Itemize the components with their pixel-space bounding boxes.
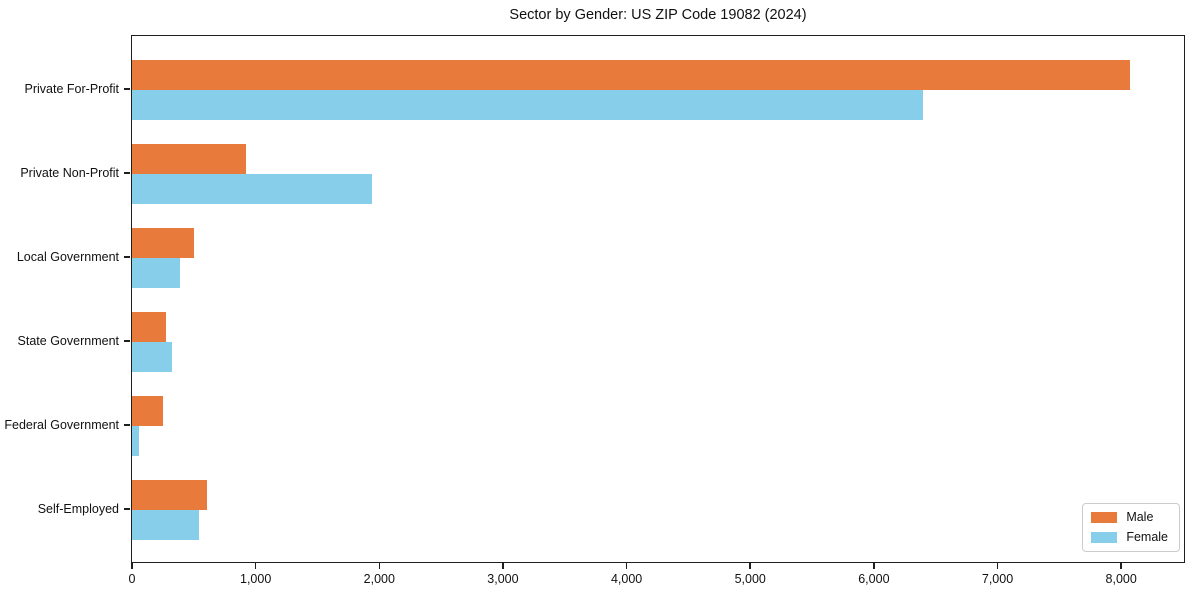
y-tick-label: Private Non-Profit: [20, 166, 119, 180]
y-tick-label: State Government: [17, 334, 119, 348]
bar-female-1: [132, 90, 924, 120]
legend-swatch-male: [1091, 512, 1118, 523]
bar-male-1: [132, 60, 1130, 90]
x-tick: [996, 563, 999, 569]
x-tick: [502, 563, 504, 569]
legend-label-male: Male: [1126, 510, 1154, 524]
x-tick-label: 6,000: [858, 572, 890, 586]
x-tick: [1120, 563, 1122, 569]
x-tick-label: 2,000: [363, 572, 395, 586]
bar-female-2: [132, 174, 372, 204]
x-tick-label: 0: [128, 572, 136, 586]
x-tick-label: 3,000: [487, 572, 519, 586]
y-tick: [124, 424, 130, 426]
y-axis: Private For-Profit Private Non-Profit Loca…: [0, 35, 131, 563]
x-axis: 0 1,000 2,000 3,000 4,000 5,000 6,000 7,000 8,00…: [129, 563, 1186, 597]
bar-male-6: [132, 480, 207, 510]
x-tick: [131, 563, 133, 569]
plot-area: Male Female: [131, 35, 1185, 563]
chart-title: Sector by Gender: US ZIP Code 19082 (202…: [509, 7, 807, 23]
x-tick: [254, 563, 257, 569]
bar-female-6: [132, 510, 199, 540]
bar-female-4: [132, 342, 172, 372]
y-tick: [124, 256, 130, 258]
x-tick-label: 1,000: [240, 572, 272, 586]
x-tick-label: 4,000: [610, 572, 643, 586]
bar-male-4: [132, 312, 166, 342]
legend-label-female: Female: [1126, 530, 1168, 544]
x-tick-label: 8,000: [1105, 572, 1137, 586]
y-tick: [124, 88, 130, 90]
x-tick: [625, 563, 628, 569]
y-tick: [124, 340, 130, 342]
bar-female-3: [132, 258, 181, 288]
legend-entry-male: Male: [1091, 510, 1168, 525]
legend-entry-female: Female: [1091, 530, 1168, 545]
legend-swatch-female: [1091, 532, 1118, 543]
legend: Male Female: [1082, 503, 1180, 552]
bar-male-5: [132, 396, 163, 426]
y-tick: [124, 172, 130, 174]
x-tick: [749, 563, 751, 569]
y-tick-label: Private For-Profit: [24, 82, 119, 96]
bar-female-5: [132, 426, 140, 456]
x-tick-label: 5,000: [734, 572, 766, 586]
y-tick: [124, 508, 130, 510]
x-tick: [378, 563, 381, 569]
y-tick-label: Federal Government: [4, 418, 119, 432]
y-tick-label: Local Government: [16, 250, 119, 264]
x-tick-label: 7,000: [981, 572, 1014, 586]
x-tick: [873, 563, 875, 569]
y-tick-label: Self-Employed: [37, 502, 119, 516]
bar-male-3: [132, 228, 194, 258]
bar-male-2: [132, 144, 246, 174]
